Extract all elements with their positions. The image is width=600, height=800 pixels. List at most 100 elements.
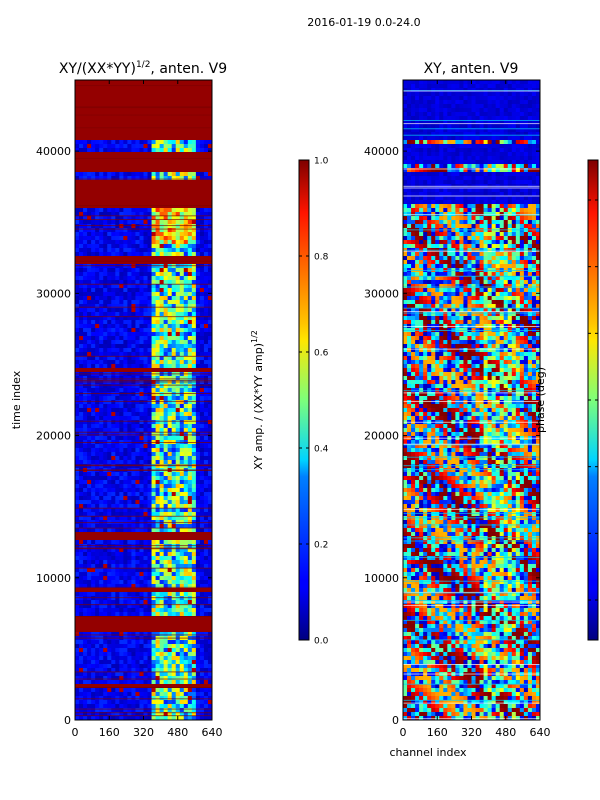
left-heatmap-cell [107,180,112,185]
left-heatmap-cell [155,292,161,297]
left-heatmap-cell [91,640,96,645]
left-heatmap-cell [143,356,149,361]
left-heatmap-cell [191,640,197,645]
left-heatmap-cell [131,432,137,437]
left-heatmap-cell [183,296,189,301]
left-heatmap-cell [191,212,197,217]
left-heatmap-cell [83,456,88,461]
left-heatmap-cell [167,120,173,125]
left-heatmap-cell [195,328,201,333]
left-heatmap-cell [187,628,193,633]
left-heatmap-cell [175,364,181,369]
left-heatmap-cell [155,584,161,589]
left-heatmap-cell [175,284,181,289]
left-heatmap-cell [131,376,137,381]
left-heatmap-cell [187,592,193,597]
left-heatmap-cell [187,580,193,585]
left-heatmap-cell [83,144,88,149]
left-heatmap-cell [163,256,169,261]
left-heatmap-cell [123,420,128,425]
left-heatmap-cell [99,492,104,497]
left-heatmap-cell [75,544,80,549]
left-heatmap-cell [75,412,80,417]
left-heatmap-cell [143,208,149,213]
left-heatmap-cell [167,228,173,233]
left-heatmap-cell [207,124,212,129]
left-heatmap-cell [159,104,165,109]
left-heatmap-cell [135,112,141,117]
left-heatmap-cell [111,108,116,113]
left-heatmap-cell [167,608,173,613]
left-heatmap-cell [83,512,88,517]
left-heatmap-cell [171,264,177,269]
left-heatmap-cell [191,204,197,209]
left-heatmap-cell [143,184,149,189]
left-heatmap-cell [135,116,141,121]
left-heatmap-cell [95,588,100,593]
left-heatmap-cell [139,496,145,501]
left-heatmap-cell [127,644,133,649]
left-heatmap-cell [183,600,189,605]
left-heatmap-cell [83,632,88,637]
left-heatmap-cell [91,504,96,509]
left-heatmap-cell [111,656,116,661]
left-heatmap-cell [187,132,193,137]
left-heatmap-cell [159,196,165,201]
left-heatmap-cell [111,528,116,533]
left-heatmap-cell [151,424,157,429]
left-heatmap-cell [207,500,212,505]
left-heatmap-cell [159,400,165,405]
left-heatmap-cell [167,248,173,253]
left-heatmap-cell [147,600,153,605]
left-heatmap-cell [183,404,189,409]
left-heatmap-cell [203,628,209,633]
left-heatmap-cell [163,208,169,213]
left-heatmap-cell [99,136,104,141]
left-heatmap-cell [151,648,157,653]
left-heatmap-cell [163,444,169,449]
left-heatmap-cell [183,164,189,169]
left-heatmap-cell [139,100,145,105]
left-heatmap-cell [203,260,209,265]
left-heatmap-cell [87,100,92,105]
left-heatmap-cell [83,304,88,309]
left-heatmap-cell [115,480,120,485]
left-heatmap-cell [91,260,96,265]
left-heatmap-cell [91,572,96,577]
left-heatmap-cell [87,452,92,457]
left-heatmap-cell [83,140,88,145]
left-heatmap-cell [207,184,212,189]
left-heatmap-cell [191,592,197,597]
left-heatmap-cell [95,424,100,429]
left-heatmap-cell [183,432,189,437]
left-heatmap-cell [75,508,80,513]
left-heatmap-cell [179,452,185,457]
left-heatmap-cell [163,88,169,93]
left-heatmap-cell [175,112,181,117]
left-heatmap-cell [139,232,145,237]
left-heatmap-cell [103,196,108,201]
left-heatmap-cell [187,164,193,169]
left-heatmap-cell [131,140,137,145]
left-heatmap-cell [139,196,145,201]
left-heatmap-cell [139,648,145,653]
left-heatmap-cell [139,296,145,301]
left-heatmap-cell [107,536,112,541]
left-heatmap-cell [75,604,80,609]
left-heatmap-cell [179,624,185,629]
left-heatmap-cell [155,236,161,241]
left-heatmap-cell [103,660,108,665]
left-heatmap-cell [111,144,116,149]
left-heatmap-cell [87,384,92,389]
left-heatmap-cell [83,136,88,141]
left-heatmap [75,80,212,720]
left-heatmap-cell [79,656,84,661]
left-heatmap-cell [155,656,161,661]
left-heatmap-cell [159,500,165,505]
left-heatmap-cell [183,568,189,573]
left-heatmap-cell [99,516,104,521]
left-heatmap-cell [155,628,161,633]
left-heatmap-cell [123,292,128,297]
left-heatmap-cell [203,288,209,293]
left-heatmap-cell [179,84,185,89]
